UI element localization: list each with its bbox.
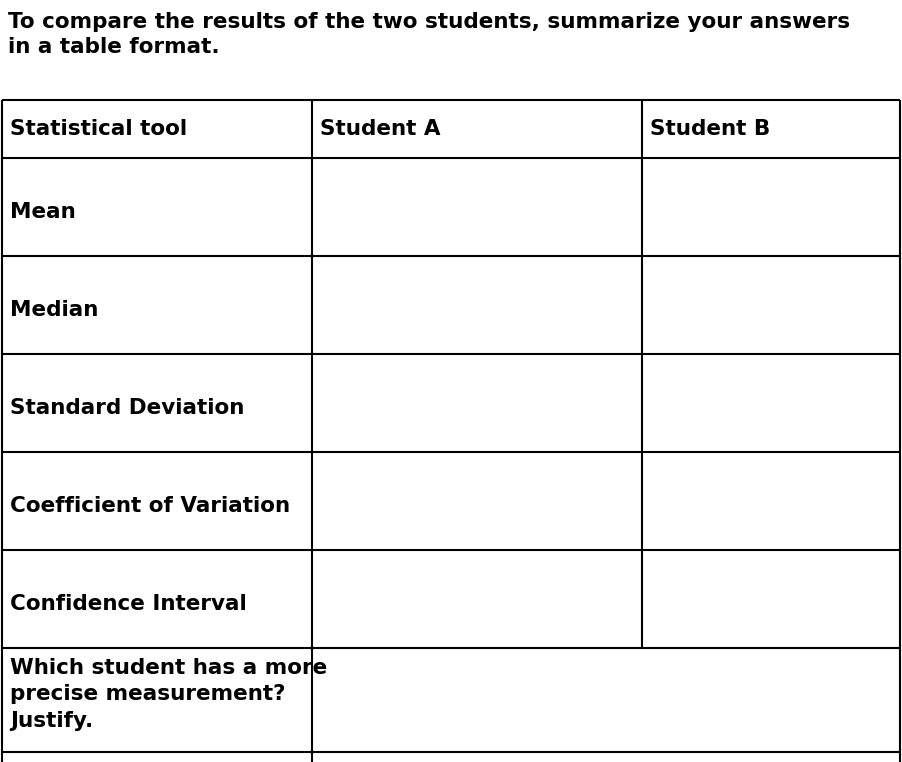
Text: Student B: Student B [650,119,770,139]
Text: Student A: Student A [320,119,440,139]
Text: Which student has a more
precise measurement?
Justify.: Which student has a more precise measure… [10,658,327,731]
Text: Statistical tool: Statistical tool [10,119,187,139]
Text: Median: Median [10,300,98,320]
Text: Standard Deviation: Standard Deviation [10,398,244,418]
Text: To compare the results of the two students, summarize your answers
in a table fo: To compare the results of the two studen… [8,12,850,57]
Text: Coefficient of Variation: Coefficient of Variation [10,496,290,516]
Text: Confidence Interval: Confidence Interval [10,594,247,614]
Text: Mean: Mean [10,202,76,222]
